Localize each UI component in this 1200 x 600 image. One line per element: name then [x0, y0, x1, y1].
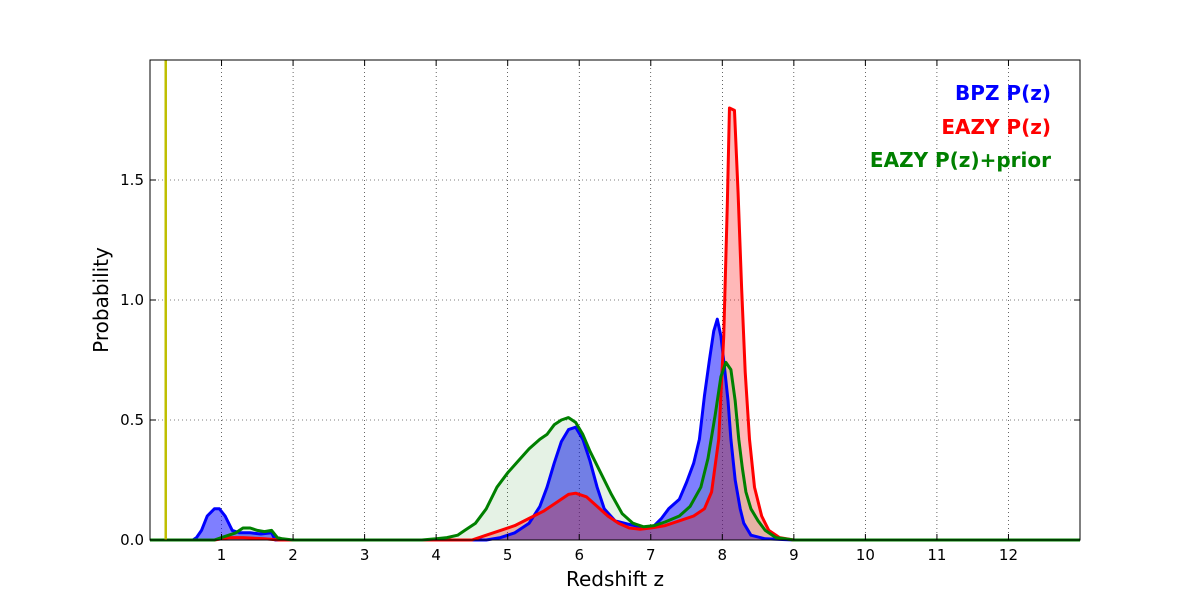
grid [150, 60, 1080, 540]
series-line-2 [150, 360, 1080, 542]
x-tick-label: 1 [217, 546, 227, 564]
x-tick-label: 2 [288, 546, 298, 564]
x-tick-label: 12 [999, 546, 1018, 564]
x-tick-label: 3 [360, 546, 370, 564]
x-tick-label: 7 [646, 546, 656, 564]
y-tick-label: 1.0 [120, 291, 144, 309]
y-axis-label: Probability [89, 247, 113, 353]
y-tick-label: 1.5 [120, 171, 144, 189]
legend: BPZ P(z) EAZY P(z) EAZY P(z)+prior [870, 81, 1051, 172]
x-tick-label: 6 [574, 546, 584, 564]
x-axis-label: Redshift z [566, 567, 664, 591]
x-tick-label: 9 [789, 546, 799, 564]
series-fills [150, 108, 1080, 540]
y-tick-label: 0.5 [120, 411, 144, 429]
y-tick-label: 0.0 [120, 531, 144, 549]
axis-ticks: 1 2 3 4 5 6 7 8 9 10 11 120.00.51.01.5 [120, 60, 1080, 564]
x-tick-label: 5 [503, 546, 513, 564]
series-fill-2 [150, 362, 1080, 540]
legend-entry-bpz: BPZ P(z) [955, 81, 1051, 105]
x-tick-label: 4 [431, 546, 441, 564]
x-tick-label: 10 [856, 546, 875, 564]
series-line-1 [150, 106, 1080, 542]
series-lines [150, 106, 1080, 542]
legend-entry-eazy: EAZY P(z) [941, 115, 1051, 139]
series-fill-1 [150, 108, 1080, 540]
x-tick-label: 11 [927, 546, 946, 564]
x-tick-label: 8 [718, 546, 728, 564]
legend-entry-eazy-prior: EAZY P(z)+prior [870, 148, 1051, 172]
